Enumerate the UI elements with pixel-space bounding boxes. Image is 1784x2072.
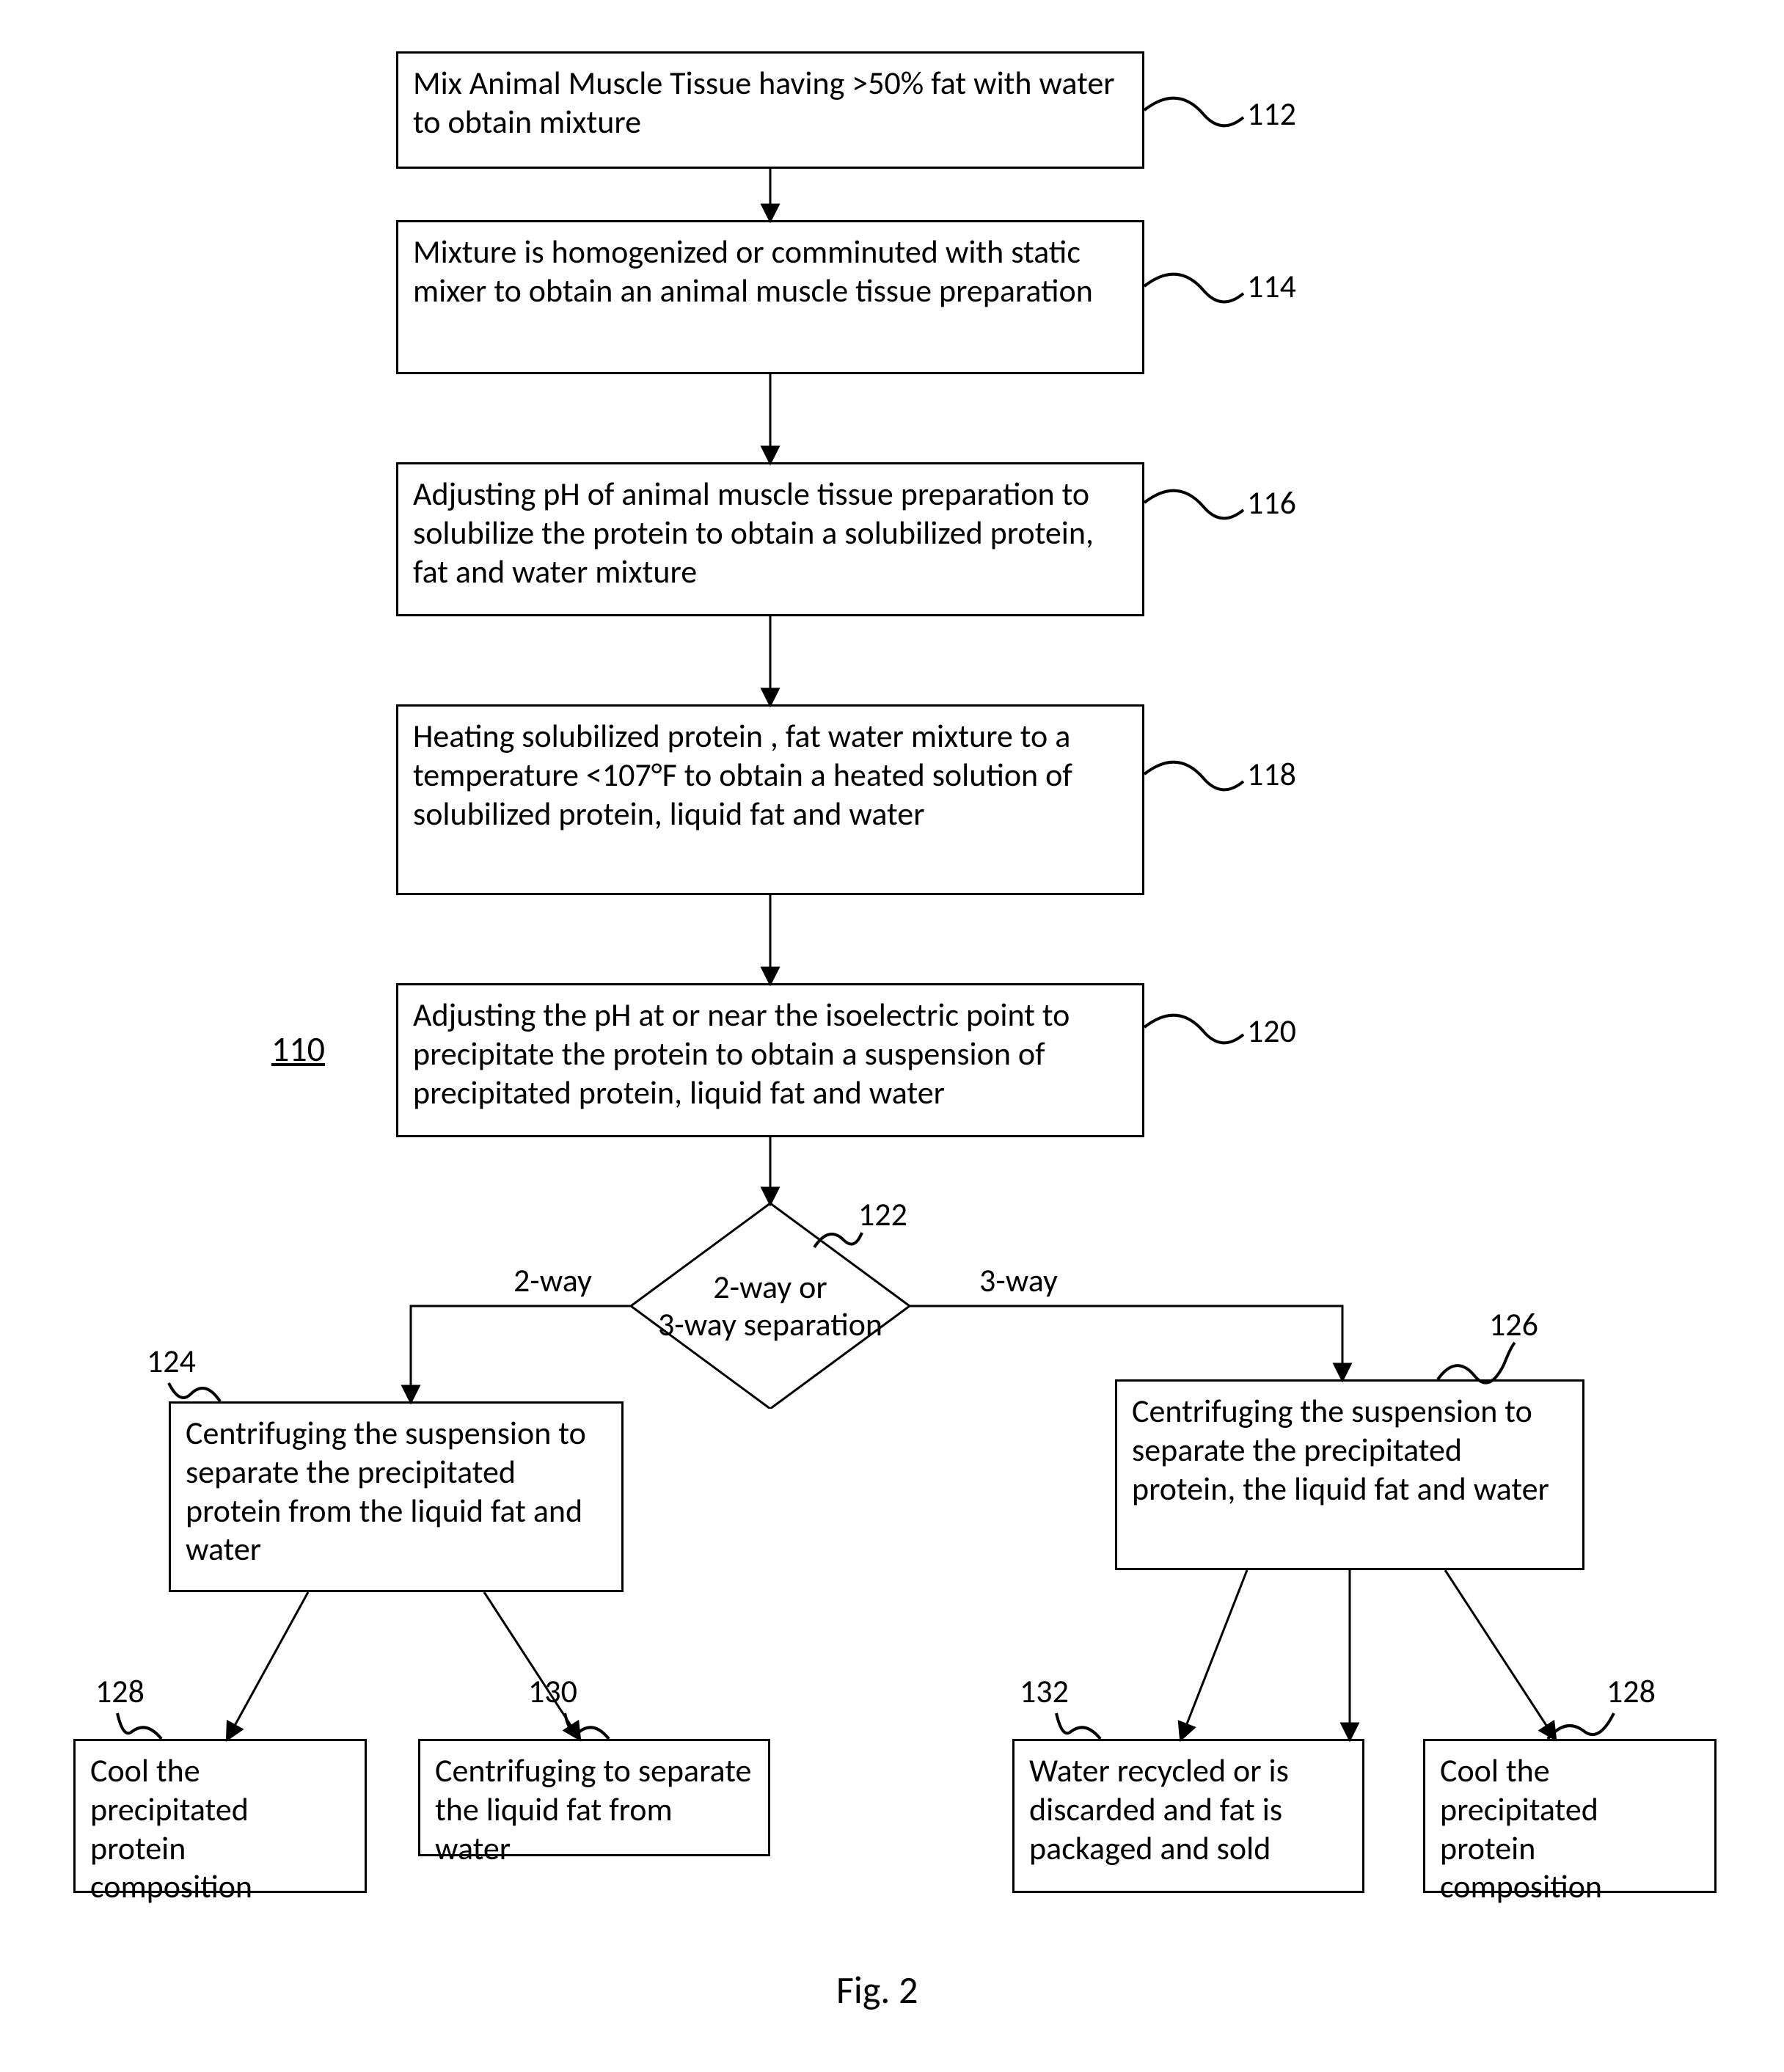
callout-114: 114 [1247,268,1296,305]
box-text: Adjusting the pH at or near the isoelect… [413,995,1070,1112]
callout-124: 124 [147,1343,196,1380]
callout-126: 126 [1489,1306,1538,1343]
diamond-label: 2-way or 3-way separation [631,1203,910,1409]
box-text: Heating solubilized protein , fat water … [413,716,1072,833]
process-box-132: Water recycled or is discarded and fat i… [1012,1739,1364,1893]
callout-128-right: 128 [1606,1673,1656,1710]
branch-label-left: 2-way [513,1262,592,1299]
diamond-text: 2-way or 3-way separation [658,1269,882,1343]
box-text: Mix Animal Muscle Tissue having >50% fat… [413,63,1115,142]
callout-118: 118 [1247,756,1296,793]
box-text: Centrifuging the suspension to separate … [1132,1391,1549,1509]
box-text: Cool the precipitated protein compositio… [1440,1751,1602,1906]
flowchart-canvas: Mix Animal Muscle Tissue having >50% fat… [0,0,1784,2072]
callout-116: 116 [1247,484,1296,522]
box-text: Adjusting pH of animal muscle tissue pre… [413,474,1094,591]
box-text: Water recycled or is discarded and fat i… [1029,1751,1289,1868]
process-box-126: Centrifuging the suspension to separate … [1115,1379,1584,1570]
process-box-130: Centrifuging to separate the liquid fat … [418,1739,770,1856]
process-box-124: Centrifuging the suspension to separate … [169,1401,624,1592]
callout-130: 130 [528,1673,577,1710]
box-text: Mixture is homogenized or comminuted wit… [413,232,1093,310]
process-box-114: Mixture is homogenized or comminuted wit… [396,220,1144,374]
process-box-118: Heating solubilized protein , fat water … [396,704,1144,895]
figure-ref-110: 110 [271,1027,325,1070]
branch-label-right: 3-way [979,1262,1058,1299]
box-text: Centrifuging the suspension to separate … [186,1413,586,1569]
callout-122: 122 [858,1196,907,1233]
callout-112: 112 [1247,95,1296,133]
callout-132: 132 [1020,1673,1069,1710]
process-box-128-left: Cool the precipitated protein compositio… [73,1739,367,1893]
box-text: Cool the precipitated protein compositio… [90,1751,252,1906]
callout-120: 120 [1247,1013,1296,1050]
process-box-112: Mix Animal Muscle Tissue having >50% fat… [396,51,1144,169]
process-box-116: Adjusting pH of animal muscle tissue pre… [396,462,1144,616]
callout-128-left: 128 [95,1673,145,1710]
decision-diamond-122: 2-way or 3-way separation [631,1203,910,1409]
process-box-128-right: Cool the precipitated protein compositio… [1423,1739,1717,1893]
process-box-120: Adjusting the pH at or near the isoelect… [396,983,1144,1137]
figure-label: Fig. 2 [836,1966,918,2013]
box-text: Centrifuging to separate the liquid fat … [435,1751,751,1868]
